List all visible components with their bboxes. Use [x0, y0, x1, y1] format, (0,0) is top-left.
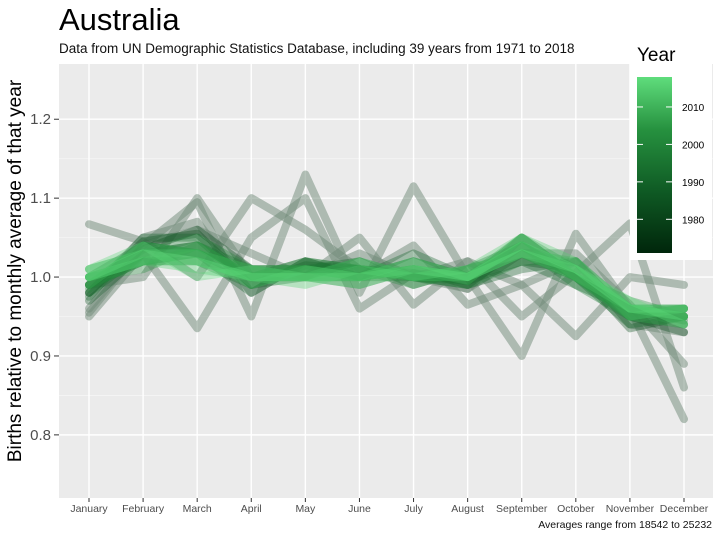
series-line-2003	[85, 233, 688, 321]
x-tick-label: December	[660, 503, 709, 515]
series-lines	[85, 170, 688, 424]
series-line-1979	[85, 225, 688, 368]
x-tick-label: November	[606, 503, 655, 515]
series-line-2017	[85, 241, 688, 313]
series-line-2013	[85, 249, 688, 321]
series-line-1985	[85, 241, 688, 321]
x-tick-label: October	[557, 503, 595, 515]
y-tick-label: 0.9	[30, 348, 51, 365]
series-line-2015	[85, 233, 688, 321]
series-line-2001	[85, 241, 688, 321]
x-tick-label: January	[70, 503, 108, 515]
series-line-1981	[85, 225, 688, 337]
y-tick-label: 1.1	[30, 190, 51, 207]
legend-title: Year	[637, 45, 676, 66]
y-tick-labels: 0.8 0.9 1.0 1.1 1.2	[30, 111, 59, 444]
chart-title: Australia	[59, 2, 180, 37]
legend-tick-label: 2010	[682, 103, 705, 114]
legend-tick-label: 1980	[682, 215, 705, 226]
series-line-2011	[85, 241, 688, 321]
series-line-1999	[85, 233, 688, 329]
x-tick-label: September	[496, 503, 548, 515]
series-line-1973	[85, 194, 688, 424]
x-tick-label: April	[241, 503, 262, 515]
x-tick-label: February	[122, 503, 165, 515]
legend-tick-labels: 1980 1990 2000 2010	[637, 103, 705, 226]
x-tick-labels: January February March April May June July Augu…	[70, 498, 709, 515]
x-tick-label: March	[183, 503, 212, 515]
chart-subtitle: Data from UN Demographic Statistics Data…	[59, 41, 575, 56]
series-line-1995	[85, 233, 688, 317]
series-line-2009	[85, 233, 688, 313]
y-tick-label: 0.8	[30, 427, 51, 444]
series-line-1993	[85, 241, 688, 325]
series-line-2007	[85, 241, 688, 329]
y-tick-label: 1.0	[30, 269, 51, 286]
series-line-1987	[85, 241, 688, 329]
series-line-1989	[85, 233, 688, 313]
x-tick-label: August	[451, 503, 484, 515]
x-tick-label: May	[295, 503, 316, 515]
series-line-2005	[85, 241, 688, 321]
legend-tick-label: 1990	[682, 178, 705, 189]
series-line-1983	[85, 229, 688, 333]
series-line-1991	[85, 241, 688, 329]
x-tick-label: July	[404, 503, 423, 515]
x-tick-label: June	[348, 503, 371, 515]
legend-colorbar	[637, 77, 672, 253]
legend-tick-label: 2000	[682, 140, 705, 151]
y-tick-label: 1.2	[30, 111, 51, 128]
series-line-1997	[85, 241, 688, 321]
series-line-2018	[85, 249, 688, 329]
chart-caption: Averages range from 18542 to 25232	[538, 519, 712, 531]
